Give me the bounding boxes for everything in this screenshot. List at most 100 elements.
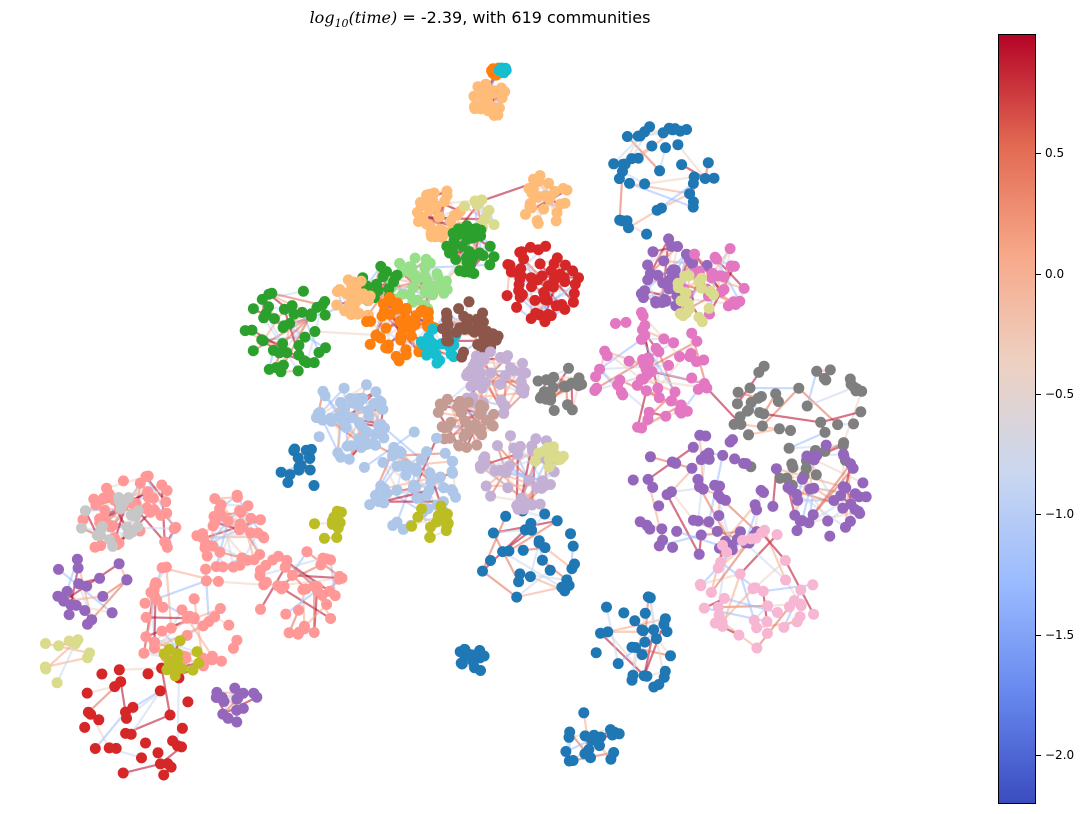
graph-node — [551, 252, 563, 264]
graph-node — [463, 296, 475, 308]
graph-node — [425, 221, 437, 233]
graph-node — [734, 295, 746, 307]
graph-node — [405, 330, 417, 342]
graph-node — [434, 398, 446, 410]
graph-node — [734, 568, 746, 580]
graph-node — [718, 271, 730, 283]
graph-node — [605, 753, 617, 765]
graph-node — [247, 303, 259, 315]
graph-node — [525, 241, 536, 253]
graph-node — [468, 90, 480, 102]
graph-node — [126, 526, 138, 538]
graph-node — [495, 394, 507, 406]
graph-node — [197, 620, 209, 632]
graph-edge — [721, 587, 754, 623]
graph-node — [786, 458, 798, 470]
graph-node — [490, 103, 501, 114]
graph-node — [728, 260, 740, 272]
graph-node — [808, 608, 820, 620]
graph-node — [626, 641, 638, 653]
graph-node — [468, 326, 480, 338]
graph-node — [200, 563, 212, 575]
graph-node — [698, 602, 710, 614]
graph-node — [423, 331, 434, 343]
graph-node — [61, 585, 73, 597]
graph-node — [784, 601, 795, 613]
graph-node — [280, 608, 292, 620]
graph-node — [81, 687, 93, 699]
graph-node — [255, 514, 266, 526]
graph-node — [427, 323, 439, 335]
graph-node — [231, 489, 243, 501]
graph-node — [791, 525, 803, 537]
graph-node — [380, 322, 392, 334]
graph-node — [751, 642, 763, 654]
graph-node — [811, 365, 823, 377]
graph-node — [208, 511, 220, 522]
graph-node — [310, 412, 322, 424]
graph-node — [308, 627, 320, 638]
graph-node — [424, 531, 436, 543]
graph-node — [857, 477, 869, 489]
graph-node — [161, 664, 173, 676]
graph-node — [722, 300, 734, 312]
graph-node — [127, 701, 139, 713]
graph-node — [86, 614, 98, 626]
graph-node — [456, 658, 468, 670]
graph-node — [409, 252, 421, 264]
graph-node — [770, 463, 782, 475]
graph-node — [362, 405, 374, 417]
graph-node — [319, 390, 331, 402]
graph-node — [567, 540, 579, 552]
graph-node — [412, 511, 424, 523]
graph-node — [695, 454, 707, 466]
graph-node — [326, 415, 337, 427]
graph-node — [624, 177, 635, 189]
graph-node — [229, 682, 241, 694]
graph-node — [651, 204, 663, 216]
graph-node — [668, 337, 680, 349]
graph-node — [84, 647, 95, 659]
graph-node — [674, 351, 686, 362]
graph-node — [255, 564, 266, 576]
graph-node — [454, 265, 466, 277]
graph-node — [543, 177, 555, 189]
graph-node — [796, 473, 808, 485]
graph-node — [666, 240, 678, 252]
graph-node — [103, 742, 115, 754]
graph-node — [470, 350, 482, 362]
graph-node — [671, 525, 683, 537]
graph-node — [392, 297, 404, 309]
graph-edge — [640, 253, 688, 295]
graph-node — [242, 500, 254, 512]
graph-node — [379, 422, 390, 434]
graph-node — [299, 331, 311, 343]
graph-node — [650, 296, 662, 307]
graph-node — [545, 265, 557, 277]
graph-node — [642, 413, 654, 425]
graph-node — [140, 471, 152, 483]
graph-node — [267, 554, 279, 566]
graph-node — [660, 142, 671, 154]
graph-node — [121, 574, 133, 586]
graph-node — [547, 382, 559, 394]
graph-node — [282, 477, 294, 488]
graph-node — [293, 349, 305, 361]
graph-node — [529, 294, 541, 306]
graph-node — [293, 340, 305, 351]
graph-node — [683, 270, 695, 282]
graph-node — [601, 350, 613, 362]
graph-node — [644, 523, 656, 535]
graph-node — [475, 462, 487, 474]
graph-edge — [599, 632, 645, 677]
graph-node — [364, 499, 376, 511]
graph-node — [438, 482, 450, 494]
graph-node — [539, 289, 550, 301]
graph-node — [546, 446, 558, 458]
graph-node — [106, 607, 118, 619]
graph-node — [336, 408, 348, 419]
graph-node — [400, 302, 412, 314]
graph-node — [724, 436, 736, 448]
graph-node — [792, 494, 804, 506]
graph-node — [374, 332, 386, 344]
